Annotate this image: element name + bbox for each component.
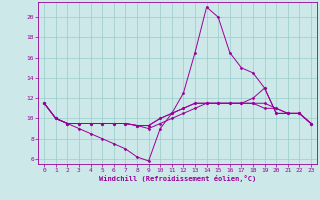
X-axis label: Windchill (Refroidissement éolien,°C): Windchill (Refroidissement éolien,°C) bbox=[99, 175, 256, 182]
